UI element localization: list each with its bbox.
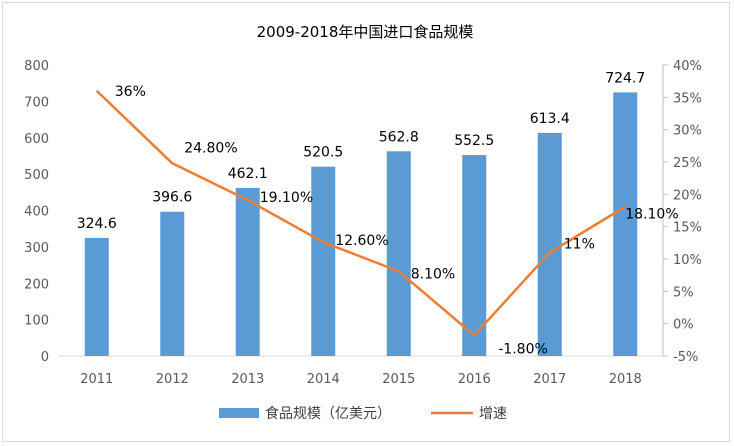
bar-value-label: 520.5 xyxy=(303,145,343,161)
bar-value-label: 396.6 xyxy=(152,190,192,206)
bar-series xyxy=(84,92,638,356)
x-tick-label: 2018 xyxy=(609,372,642,387)
line-series xyxy=(95,89,626,337)
left-tick-label: 800 xyxy=(24,59,49,74)
bar-value-label: 724.7 xyxy=(605,70,645,86)
data-labels: 324.6 396.6 462.1 520.5 562.8 552.5 613.4 724.7… xyxy=(77,70,679,357)
line-value-label: 11% xyxy=(564,237,595,253)
right-tick-label: 5% xyxy=(673,285,694,300)
right-tick-label: 0% xyxy=(673,318,694,333)
line-value-label: 12.60% xyxy=(335,233,388,249)
chart-frame: 2009-2018年中国进口食品规模 0 100 200 300 400 500 600 70… xyxy=(2,2,730,442)
growth-line xyxy=(95,89,626,337)
bar-value-label: 324.6 xyxy=(77,216,117,232)
bar-value-label: 562.8 xyxy=(379,129,419,145)
left-tick-label: 300 xyxy=(24,241,49,256)
bar xyxy=(613,92,638,356)
bar-value-label: 613.4 xyxy=(530,111,570,127)
right-tick-label: 40% xyxy=(673,59,702,74)
legend-line-label: 增速 xyxy=(479,406,507,422)
line-value-label: 36% xyxy=(115,84,146,100)
x-tick-label: 2017 xyxy=(533,372,566,387)
line-value-label: 18.10% xyxy=(625,207,678,223)
left-tick-label: 700 xyxy=(24,95,49,110)
bar xyxy=(386,151,411,356)
right-tick-label: 35% xyxy=(673,91,702,106)
left-tick-label: 200 xyxy=(24,277,49,292)
legend-bar-swatch xyxy=(219,408,259,418)
right-tick-label: 20% xyxy=(673,188,702,203)
legend: 食品规模（亿美元） 增速 xyxy=(219,405,507,422)
right-tick-label: -5% xyxy=(673,350,698,365)
left-tick-label: 500 xyxy=(24,168,49,183)
right-tick-label: 30% xyxy=(673,124,702,139)
chart-title: 2009-2018年中国进口食品规模 xyxy=(257,23,474,41)
line-value-label: 19.10% xyxy=(260,190,313,206)
left-tick-label: 100 xyxy=(24,314,49,329)
axes: 0 100 200 300 400 500 600 700 800 -5% 0% 5% 10% 15% 20… xyxy=(24,59,702,387)
chart-svg: 2009-2018年中国进口食品规模 0 100 200 300 400 500 600 70… xyxy=(24,23,702,422)
bar xyxy=(160,211,185,356)
right-tick-label: 25% xyxy=(673,156,702,171)
left-tick-label: 400 xyxy=(24,205,49,220)
x-tick-label: 2012 xyxy=(156,372,189,387)
x-tick-label: 2015 xyxy=(382,372,415,387)
bar xyxy=(462,155,487,356)
x-tick-label: 2016 xyxy=(458,372,491,387)
x-tick-label: 2013 xyxy=(231,372,264,387)
left-tick-label: 0 xyxy=(41,350,49,365)
bar-value-label: 552.5 xyxy=(454,133,494,149)
legend-bar-label: 食品规模（亿美元） xyxy=(265,405,391,422)
x-tick-label: 2014 xyxy=(307,372,340,387)
right-tick-label: 15% xyxy=(673,221,702,236)
left-tick-label: 600 xyxy=(24,132,49,147)
bar xyxy=(311,166,336,356)
line-value-label: -1.80% xyxy=(498,341,548,357)
bar-value-label: 462.1 xyxy=(228,166,268,182)
line-value-label: 8.10% xyxy=(411,266,455,282)
right-tick-label: 10% xyxy=(673,253,702,268)
bar xyxy=(84,237,109,356)
bar xyxy=(537,132,562,356)
bar xyxy=(235,187,260,356)
x-tick-label: 2011 xyxy=(80,372,113,387)
line-value-label: 24.80% xyxy=(184,140,237,156)
